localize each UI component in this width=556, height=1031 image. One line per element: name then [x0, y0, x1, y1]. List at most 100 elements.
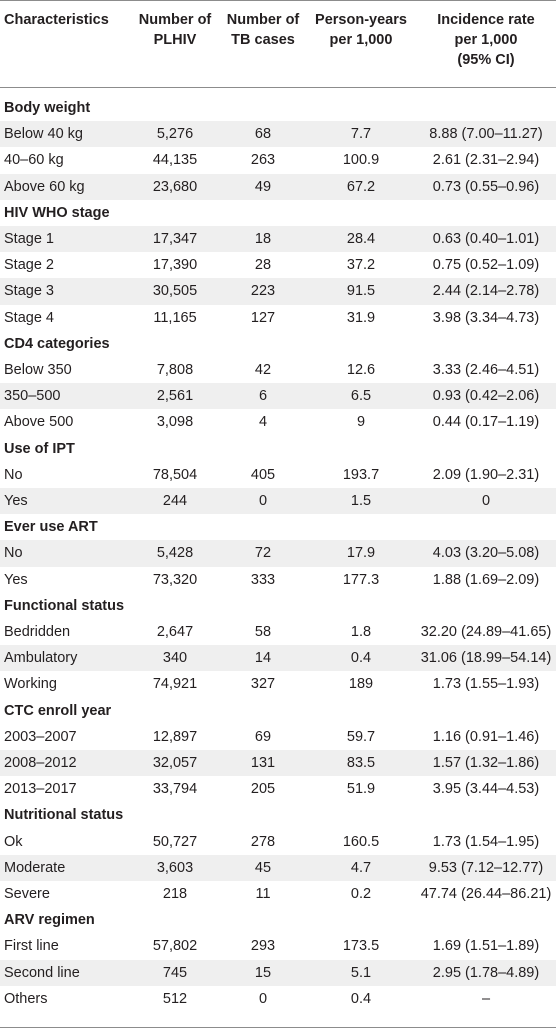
section-header-row: Ever use ART [0, 514, 556, 540]
plhiv-count: 218 [162, 886, 188, 902]
tb-cases-count: 131 [250, 755, 276, 771]
tb-cases-count: 18 [254, 231, 272, 247]
incidence-rate: 3.33 (2.46–4.51) [432, 362, 540, 378]
plhiv-count: 12,897 [152, 728, 198, 745]
tb-cases-count: 6 [258, 388, 268, 405]
row-label: 350–500 [4, 388, 61, 405]
person-years: 31.9 [346, 309, 376, 326]
person-years: 9 [356, 414, 366, 431]
tb-cases-count: 333 [250, 571, 276, 588]
section-label: ARV regimen [4, 912, 95, 929]
incidence-rate: 0.44 (0.17–1.19) [432, 414, 540, 431]
plhiv-count: 44,135 [152, 152, 198, 169]
incidence-rate: 31.06 (18.99–54.14) [420, 650, 552, 667]
incidence-rate: 1.57 (1.32–1.86) [432, 755, 540, 771]
person-years: 4.7 [350, 859, 372, 876]
section-header-row: CD4 categories [0, 331, 556, 357]
table-row: No 78,504 405 193.7 2.09 (1.90–2.31) [0, 462, 556, 488]
tb-cases-count: 223 [250, 283, 276, 300]
row-label: Moderate [4, 859, 66, 876]
table-row: Above 60 kg 23,680 49 67.2 0.73 (0.55–0.96) [0, 173, 556, 200]
person-years: 51.9 [346, 781, 376, 798]
person-years: 59.7 [346, 728, 376, 745]
plhiv-count: 7,808 [156, 362, 194, 378]
person-years: 91.5 [346, 283, 376, 300]
table-row: 2008–2012 32,057 131 83.5 1.57 (1.32–1.86) [0, 750, 556, 777]
table-row: Below 350 7,808 42 12.6 3.33 (2.46–4.51) [0, 357, 556, 383]
incidence-rate: 1.88 (1.69–2.09) [432, 571, 540, 588]
tb-cases-count: 42 [254, 362, 272, 378]
plhiv-count: 78,504 [152, 466, 198, 483]
incidence-rate: – [481, 990, 491, 1007]
table-bottom-rule [0, 1027, 556, 1028]
row-label: Severe [4, 886, 50, 902]
incidence-rate: 0 [481, 493, 491, 509]
person-years: 0.2 [350, 886, 372, 902]
table-row: Ambulatory 340 14 0.4 31.06 (18.99–54.14) [0, 645, 556, 672]
incidence-rate: 1.69 (1.51–1.89) [432, 938, 540, 955]
person-years: 1.8 [350, 624, 372, 640]
table-row: Below 40 kg 5,276 68 7.7 8.88 (7.00–11.27) [0, 121, 556, 148]
tb-cases-count: 28 [254, 257, 272, 274]
row-label: Above 500 [4, 414, 74, 431]
incidence-rate: 0.73 (0.55–0.96) [432, 178, 540, 195]
tb-cases-count: 405 [250, 466, 276, 483]
tb-cases-count: 263 [250, 152, 276, 169]
table-row: Bedridden 2,647 58 1.8 32.20 (24.89–41.65) [0, 619, 556, 645]
header-incidence-rate: Incidence rate per 1,000 (95% CI) [437, 12, 535, 68]
table-row: Others 512 0 0.4 – [0, 986, 556, 1012]
row-label: Stage 2 [4, 257, 54, 274]
section-header-row: HIV WHO stage [0, 200, 556, 226]
tb-cases-count: 293 [250, 938, 276, 955]
table-row: 2013–2017 33,794 205 51.9 3.95 (3.44–4.53) [0, 776, 556, 802]
tb-cases-count: 69 [254, 728, 272, 745]
person-years: 189 [348, 676, 374, 693]
tb-cases-count: 205 [250, 781, 276, 798]
plhiv-count: 74,921 [152, 676, 198, 693]
person-years: 1.5 [350, 493, 372, 509]
tb-cases-count: 68 [254, 126, 272, 143]
plhiv-count: 17,390 [152, 257, 198, 274]
plhiv-count: 340 [162, 650, 188, 667]
incidence-rate: 32.20 (24.89–41.65) [420, 624, 552, 640]
tb-cases-count: 72 [254, 545, 272, 562]
table-row: Above 500 3,098 4 9 0.44 (0.17–1.19) [0, 409, 556, 435]
incidence-rate: 3.95 (3.44–4.53) [432, 781, 540, 798]
table-row: Yes 244 0 1.5 0 [0, 488, 556, 515]
row-label: Others [4, 990, 48, 1007]
plhiv-count: 33,794 [152, 781, 198, 798]
section-label: CD4 categories [4, 335, 110, 352]
table-row: 350–500 2,561 6 6.5 0.93 (0.42–2.06) [0, 383, 556, 410]
person-years: 37.2 [346, 257, 376, 274]
incidence-rate: 0.75 (0.52–1.09) [432, 257, 540, 274]
tb-cases-count: 58 [254, 624, 272, 640]
incidence-rate: 2.09 (1.90–2.31) [432, 466, 540, 483]
person-years: 160.5 [342, 833, 380, 850]
table-row: First line 57,802 293 173.5 1.69 (1.51–1.89) [0, 933, 556, 959]
row-label: No [4, 466, 23, 483]
incidence-rate: 2.44 (2.14–2.78) [432, 283, 540, 300]
plhiv-count: 57,802 [152, 938, 198, 955]
row-label: 2013–2017 [4, 781, 77, 798]
plhiv-count: 11,165 [153, 309, 197, 326]
plhiv-count: 17,347 [152, 231, 198, 247]
table-row: 40–60 kg 44,135 263 100.9 2.61 (2.31–2.94) [0, 147, 556, 173]
plhiv-count: 3,603 [156, 859, 194, 876]
section-label: Functional status [4, 597, 125, 614]
section-label: CTC enroll year [4, 702, 112, 719]
section-header-row: Nutritional status [0, 802, 556, 828]
table-row: Yes 73,320 333 177.3 1.88 (1.69–2.09) [0, 567, 556, 593]
person-years: 28.4 [346, 231, 376, 247]
section-header-row: Body weight [0, 95, 556, 121]
header-plhiv: Number of PLHIV [138, 12, 212, 48]
row-label: Ambulatory [4, 650, 78, 667]
row-label: 2008–2012 [4, 755, 77, 771]
person-years: 12.6 [346, 362, 376, 378]
row-label: Stage 1 [4, 231, 54, 247]
table-row: Working 74,921 327 189 1.73 (1.55–1.93) [0, 671, 556, 697]
table-row: 2003–2007 12,897 69 59.7 1.16 (0.91–1.46) [0, 724, 556, 750]
row-label: Yes [4, 571, 28, 588]
tb-cases-count: 278 [250, 833, 276, 850]
row-label: Yes [4, 493, 28, 509]
